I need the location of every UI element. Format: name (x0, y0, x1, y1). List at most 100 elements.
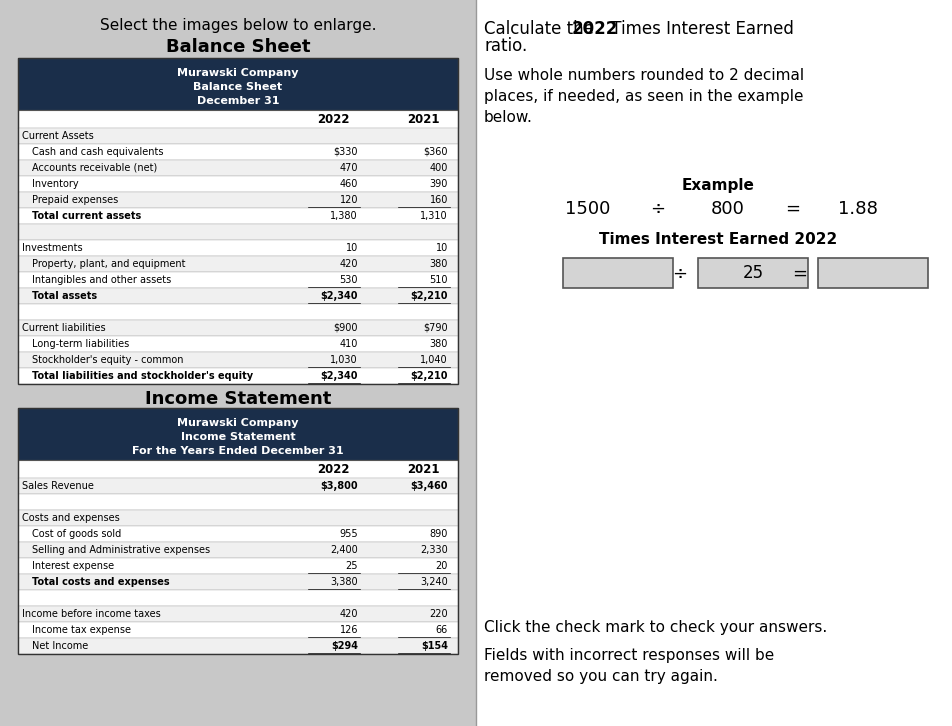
Text: Current liabilities: Current liabilities (22, 323, 106, 333)
Text: $330: $330 (333, 147, 358, 157)
Text: $3,800: $3,800 (321, 481, 358, 491)
Text: ÷: ÷ (672, 265, 687, 283)
Bar (18, 336, 458, 352)
Text: $154: $154 (421, 641, 448, 651)
Text: Select the images below to enlarge.: Select the images below to enlarge. (100, 18, 376, 33)
Bar (18, 574, 458, 590)
Bar (18, 638, 458, 654)
Text: ÷: ÷ (650, 200, 665, 218)
Text: Use whole numbers rounded to 2 decimal
places, if needed, as seen in the example: Use whole numbers rounded to 2 decimal p… (484, 68, 804, 125)
Text: Balance Sheet: Balance Sheet (193, 82, 283, 92)
Text: 2022: 2022 (317, 463, 349, 476)
Text: $2,340: $2,340 (321, 291, 358, 301)
Text: $2,210: $2,210 (410, 371, 448, 381)
Bar (18, 58, 458, 384)
Text: Income before income taxes: Income before income taxes (22, 609, 161, 619)
Text: 160: 160 (429, 195, 448, 205)
Text: 126: 126 (340, 625, 358, 635)
Text: Total costs and expenses: Total costs and expenses (32, 577, 169, 587)
Bar (18, 110, 458, 128)
Text: $2,340: $2,340 (321, 371, 358, 381)
Text: $900: $900 (333, 323, 358, 333)
Text: Interest expense: Interest expense (32, 561, 114, 571)
Text: 1,310: 1,310 (421, 211, 448, 221)
Text: 2021: 2021 (407, 113, 439, 126)
Bar (18, 622, 458, 638)
Text: 470: 470 (340, 163, 358, 173)
Text: 220: 220 (429, 609, 448, 619)
Text: ratio.: ratio. (484, 37, 527, 55)
Text: 380: 380 (429, 259, 448, 269)
FancyBboxPatch shape (818, 258, 928, 288)
Bar (18, 510, 458, 526)
Text: 1,030: 1,030 (330, 355, 358, 365)
Bar (18, 368, 458, 384)
Text: Long-term liabilities: Long-term liabilities (32, 339, 129, 349)
Text: 25: 25 (346, 561, 358, 571)
Text: $2,210: $2,210 (410, 291, 448, 301)
Bar (18, 272, 458, 288)
Bar (18, 192, 458, 208)
Bar (476, 0, 952, 726)
Text: Fields with incorrect responses will be
removed so you can try again.: Fields with incorrect responses will be … (484, 648, 774, 684)
Text: 955: 955 (339, 529, 358, 539)
Text: 2022: 2022 (572, 20, 619, 38)
Bar (18, 320, 458, 336)
Text: Times Interest Earned: Times Interest Earned (606, 20, 794, 38)
Text: 400: 400 (429, 163, 448, 173)
Bar (18, 478, 458, 494)
Text: Cost of goods sold: Cost of goods sold (32, 529, 121, 539)
Text: Income Statement: Income Statement (145, 390, 331, 408)
Text: =: = (792, 265, 807, 283)
Text: Total liabilities and stockholder's equity: Total liabilities and stockholder's equi… (32, 371, 253, 381)
Text: 2021: 2021 (407, 463, 439, 476)
Text: Cash and cash equivalents: Cash and cash equivalents (32, 147, 164, 157)
Bar (18, 526, 458, 542)
Text: Selling and Administrative expenses: Selling and Administrative expenses (32, 545, 210, 555)
Text: 1,040: 1,040 (421, 355, 448, 365)
Bar (18, 558, 458, 574)
Text: Income tax expense: Income tax expense (32, 625, 131, 635)
Text: Property, plant, and equipment: Property, plant, and equipment (32, 259, 186, 269)
Text: Inventory: Inventory (32, 179, 79, 189)
FancyBboxPatch shape (563, 258, 673, 288)
Text: 1.88: 1.88 (838, 200, 878, 218)
Text: 3,380: 3,380 (330, 577, 358, 587)
Text: Total assets: Total assets (32, 291, 97, 301)
Text: $790: $790 (424, 323, 448, 333)
Text: 420: 420 (340, 609, 358, 619)
Bar (18, 542, 458, 558)
Text: Investments: Investments (22, 243, 83, 253)
Text: 20: 20 (436, 561, 448, 571)
Bar (18, 494, 458, 510)
Bar (18, 590, 458, 606)
Text: 66: 66 (436, 625, 448, 635)
Text: 2022: 2022 (317, 113, 349, 126)
Text: 460: 460 (340, 179, 358, 189)
Text: 390: 390 (429, 179, 448, 189)
Text: 800: 800 (711, 200, 744, 218)
Text: Costs and expenses: Costs and expenses (22, 513, 120, 523)
Text: =: = (785, 200, 801, 218)
Text: 3,240: 3,240 (420, 577, 448, 587)
Bar (18, 304, 458, 320)
Text: Example: Example (682, 178, 754, 193)
Text: 1500: 1500 (565, 200, 610, 218)
Bar (18, 352, 458, 368)
Text: Stockholder's equity - common: Stockholder's equity - common (32, 355, 184, 365)
Text: Prepaid expenses: Prepaid expenses (32, 195, 118, 205)
Bar (18, 460, 458, 478)
Text: 1,380: 1,380 (330, 211, 358, 221)
Text: 530: 530 (340, 275, 358, 285)
Text: Accounts receivable (net): Accounts receivable (net) (32, 163, 157, 173)
Text: Times Interest Earned 2022: Times Interest Earned 2022 (599, 232, 837, 247)
Text: $3,460: $3,460 (410, 481, 448, 491)
Bar (18, 176, 458, 192)
Bar (18, 58, 458, 110)
Text: Murawski Company: Murawski Company (177, 418, 299, 428)
Text: Calculate the: Calculate the (484, 20, 599, 38)
Text: Income Statement: Income Statement (181, 432, 295, 442)
Text: 2,400: 2,400 (330, 545, 358, 555)
Text: Intangibles and other assets: Intangibles and other assets (32, 275, 171, 285)
Text: Balance Sheet: Balance Sheet (166, 38, 310, 56)
